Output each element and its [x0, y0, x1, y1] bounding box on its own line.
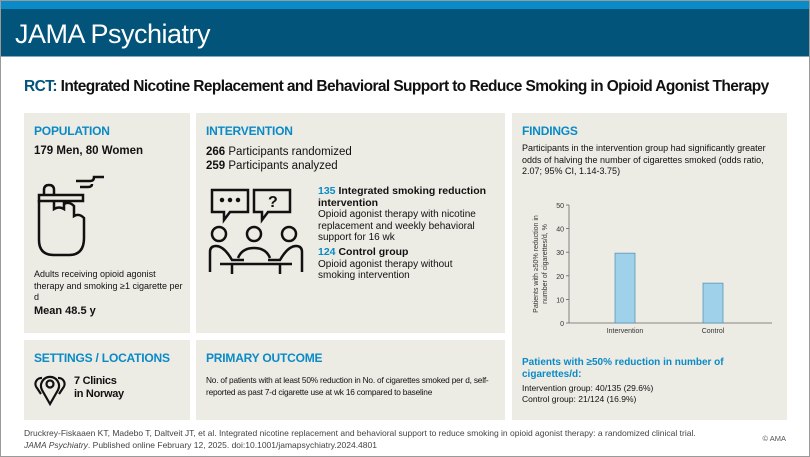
population-heading: POPULATION [34, 124, 110, 138]
control-group-description: Opioid agonist therapy without smoking i… [318, 258, 453, 282]
population-counts: 179 Men, 80 Women [34, 145, 144, 157]
findings-text: Participants in the intervention group h… [522, 143, 766, 176]
intervention-heading: INTERVENTION [206, 124, 293, 138]
y-tick-label: 50 [556, 203, 564, 210]
findings-heading: FINDINGS [522, 124, 578, 138]
journal-title: JAMA Psychiatry [15, 19, 211, 49]
randomized-line: 266 Participants randomized [206, 145, 352, 159]
intervention-panel: INTERVENTION 266 Participants randomized… [196, 113, 505, 333]
page-title: RCT: Integrated Nicotine Replacement and… [24, 78, 769, 96]
population-description: Adults receiving opioid agonist therapy … [34, 269, 183, 302]
title-text: Integrated Nicotine Replacement and Beha… [60, 78, 770, 95]
y-tick-label: 20 [556, 274, 564, 281]
y-tick-label: 10 [556, 297, 564, 304]
bar-control [702, 282, 724, 324]
intervention-result: Intervention group: 40/135 (29.6%) [522, 383, 654, 393]
settings-panel: SETTINGS / LOCATIONS 7 Clinics in Norway [24, 340, 190, 420]
primary-outcome-text: No. of patients with at least 50% reduct… [206, 375, 489, 397]
citation-line2: . Published online February 12, 2025. do… [87, 440, 377, 450]
clinics-line1: 7 Clinics [74, 375, 117, 387]
intervention-group-description: Opioid agonist therapy with nicotine rep… [318, 209, 476, 243]
intervention-group-name: Integrated smoking reduction interventio… [318, 185, 487, 209]
y-tick-label: 0 [560, 321, 564, 328]
control-result: Control group: 21/124 (16.9%) [522, 394, 637, 404]
analyzed-count: 259 [206, 160, 226, 172]
y-tick-label: 40 [556, 227, 564, 234]
findings-bar-chart: 0 10 20 30 40 50 Patients with ≥50% reduction … [533, 203, 772, 335]
y-axis-label: Patients with ≥50% reduction in number of… [533, 215, 549, 313]
x-tick-label: Control [702, 328, 725, 335]
clinics-line2: in Norway [74, 388, 124, 400]
y-tick-label: 30 [556, 250, 564, 257]
group-discussion-icon: ? [208, 188, 304, 274]
randomized-count: 266 [206, 146, 226, 158]
title-prefix: RCT: [24, 78, 58, 95]
control-group: 124 Control group Opioid agonist therapy… [318, 246, 498, 282]
analyzed-label: Participants analyzed [228, 160, 338, 172]
map-pins-icon [34, 375, 66, 406]
copyright: © AMA [762, 434, 786, 443]
randomized-label: Participants randomized [228, 146, 352, 158]
intervention-group-count: 135 [318, 185, 336, 197]
control-group-name: Control group [338, 246, 409, 258]
primary-outcome-heading: PRIMARY OUTCOME [206, 351, 323, 365]
citation-journal: JAMA Psychiatry [24, 440, 88, 450]
analyzed-line: 259 Participants analyzed [206, 159, 338, 173]
journal-header: JAMA Psychiatry [1, 9, 809, 57]
mean-age: Mean 48.5 y [34, 305, 96, 317]
intervention-group: 135 Integrated smoking reduction interve… [318, 185, 498, 244]
findings-panel: FINDINGS Participants in the interventio… [512, 113, 787, 420]
x-tick-label: Intervention [607, 328, 644, 335]
citation-line1: Druckrey-Fiskaaen KT, Madebo T, Daltveit… [24, 428, 696, 438]
settings-heading: SETTINGS / LOCATIONS [34, 351, 170, 365]
svg-text:?: ? [268, 194, 278, 211]
bar-intervention [614, 252, 636, 324]
citation: Druckrey-Fiskaaen KT, Madebo T, Daltveit… [24, 427, 696, 451]
control-group-count: 124 [318, 246, 336, 258]
primary-outcome-panel: PRIMARY OUTCOME No. of patients with at … [196, 340, 505, 420]
population-panel: POPULATION 179 Men, 80 Women Adults rece… [24, 113, 190, 333]
summary-heading: Patients with ≥50% reduction in number o… [522, 357, 724, 380]
hand-holding-cigarette-icon [37, 175, 104, 257]
top-stripe [1, 1, 809, 9]
